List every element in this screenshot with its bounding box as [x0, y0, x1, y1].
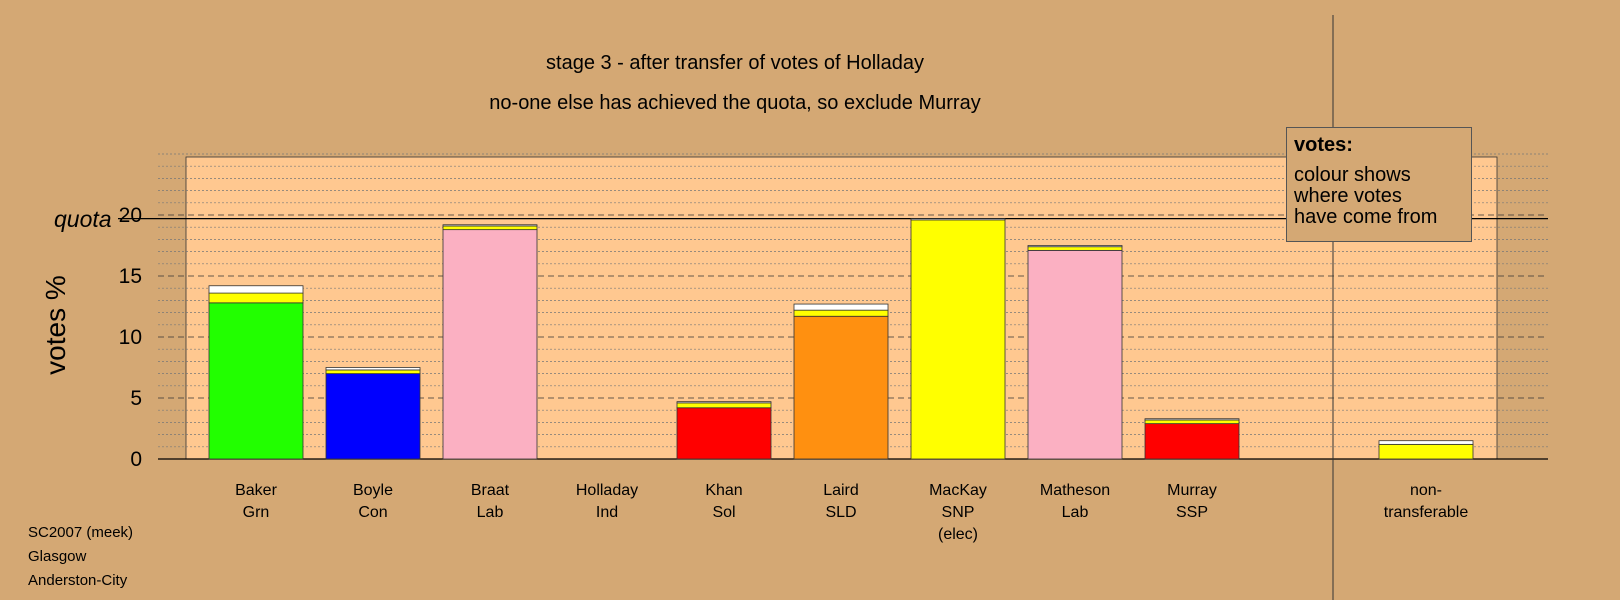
- footer-election: SC2007 (meek): [28, 524, 134, 541]
- x-tick-label-baker: Baker: [235, 482, 277, 499]
- bar-segment-khan: [676, 401, 772, 404]
- bar-segment-baker: [208, 285, 304, 294]
- bar-segment-khan: [676, 407, 772, 460]
- x-tick-label-mackay: (elec): [938, 526, 978, 543]
- x-tick-label-holladay: Ind: [596, 504, 618, 521]
- bar-segment-mackay: [910, 218, 1006, 221]
- x-tick-label-braat: Lab: [477, 504, 504, 521]
- y-tick-label: 20: [119, 204, 142, 227]
- bar-segment-braat: [442, 224, 538, 227]
- x-tick-label-mackay: SNP: [942, 504, 975, 521]
- quota-label: quota: [54, 206, 112, 232]
- x-tick-label-laird: Laird: [823, 482, 859, 499]
- chart-subtitle: no-one else has achieved the quota, so e…: [489, 92, 981, 114]
- x-tick-label-braat: Braat: [471, 482, 510, 499]
- bar-segment-braat: [442, 225, 538, 231]
- bar-segment-baker: [208, 292, 304, 304]
- x-tick-label-boyle: Boyle: [353, 482, 393, 499]
- bar-segment-khan: [676, 402, 772, 409]
- bar-segment-matheson: [1027, 246, 1123, 251]
- footer-ward: Anderston-City: [28, 572, 128, 589]
- bar-segment-mackay: [910, 219, 1006, 460]
- y-tick-label: 10: [119, 326, 142, 349]
- bar-segment-nontransferable: [1378, 440, 1474, 445]
- legend-text: colour shows where votes have come from: [1294, 164, 1438, 228]
- x-tick-label-murray: Murray: [1167, 482, 1217, 499]
- x-tick-label-khan: Khan: [705, 482, 742, 499]
- x-tick-label-nontransferable: non-: [1410, 482, 1442, 499]
- y-axis-label: votes %: [40, 275, 71, 375]
- bar-segment-laird: [793, 315, 889, 460]
- bar-segment-matheson: [1027, 249, 1123, 460]
- bar-segment-nontransferable: [1378, 443, 1474, 460]
- bar-segment-laird: [793, 309, 889, 317]
- bar-segment-matheson: [1027, 245, 1123, 248]
- bar-segment-laird: [793, 303, 889, 311]
- bar-segment-boyle: [325, 367, 421, 371]
- bar-segment-boyle: [325, 369, 421, 375]
- x-tick-label-nontransferable: transferable: [1384, 504, 1469, 521]
- x-tick-label-matheson: Matheson: [1040, 482, 1110, 499]
- x-tick-label-baker: Grn: [243, 504, 270, 521]
- x-tick-label-murray: SSP: [1176, 504, 1208, 521]
- x-tick-label-holladay: Holladay: [576, 482, 638, 499]
- bar-segment-baker: [208, 302, 304, 460]
- chart-title: stage 3 - after transfer of votes of Hol…: [546, 52, 924, 74]
- bar-segment-boyle: [325, 373, 421, 460]
- y-tick-label: 5: [130, 387, 142, 410]
- x-tick-label-matheson: Lab: [1062, 504, 1089, 521]
- bar-segment-braat: [442, 229, 538, 460]
- x-tick-label-boyle: Con: [358, 504, 387, 521]
- legend: votes: colour shows where votes have com…: [1286, 127, 1472, 242]
- bar-segment-murray: [1144, 419, 1240, 425]
- y-tick-label: 0: [130, 448, 142, 471]
- bar-segment-murray: [1144, 423, 1240, 460]
- bar-segment-murray: [1144, 418, 1240, 421]
- footer-council: Glasgow: [28, 548, 87, 565]
- x-tick-label-laird: SLD: [825, 504, 856, 521]
- y-tick-label: 15: [119, 265, 142, 288]
- x-tick-label-mackay: MacKay: [929, 482, 987, 499]
- x-tick-label-khan: Sol: [712, 504, 735, 521]
- legend-title: votes:: [1294, 134, 1353, 156]
